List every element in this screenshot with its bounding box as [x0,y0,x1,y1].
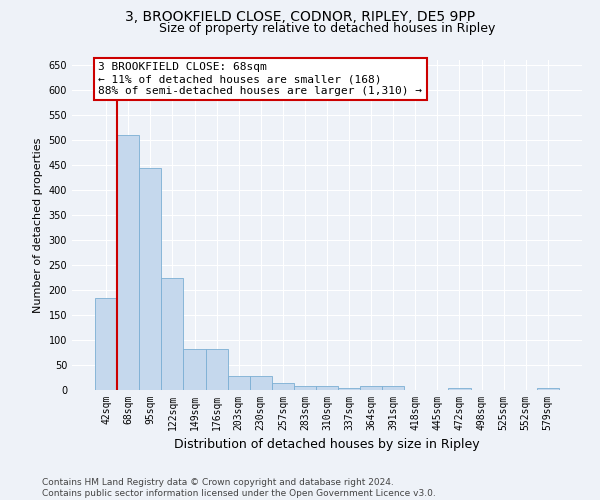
Bar [206,348,227,390]
Bar [250,376,272,390]
Bar [537,388,559,390]
Bar [382,386,404,390]
Bar [95,298,117,390]
Bar [294,386,316,390]
Bar [360,386,382,390]
Bar [316,386,338,390]
Bar [184,348,206,390]
Bar [139,168,161,390]
X-axis label: Distribution of detached houses by size in Ripley: Distribution of detached houses by size … [174,438,480,452]
Title: Size of property relative to detached houses in Ripley: Size of property relative to detached ho… [159,22,495,35]
Bar [227,376,250,390]
Bar [272,382,294,390]
Bar [338,388,360,390]
Text: 3 BROOKFIELD CLOSE: 68sqm
← 11% of detached houses are smaller (168)
88% of semi: 3 BROOKFIELD CLOSE: 68sqm ← 11% of detac… [98,62,422,96]
Bar [448,388,470,390]
Bar [161,278,184,390]
Text: 3, BROOKFIELD CLOSE, CODNOR, RIPLEY, DE5 9PP: 3, BROOKFIELD CLOSE, CODNOR, RIPLEY, DE5… [125,10,475,24]
Y-axis label: Number of detached properties: Number of detached properties [33,138,43,312]
Text: Contains HM Land Registry data © Crown copyright and database right 2024.
Contai: Contains HM Land Registry data © Crown c… [42,478,436,498]
Bar [117,135,139,390]
